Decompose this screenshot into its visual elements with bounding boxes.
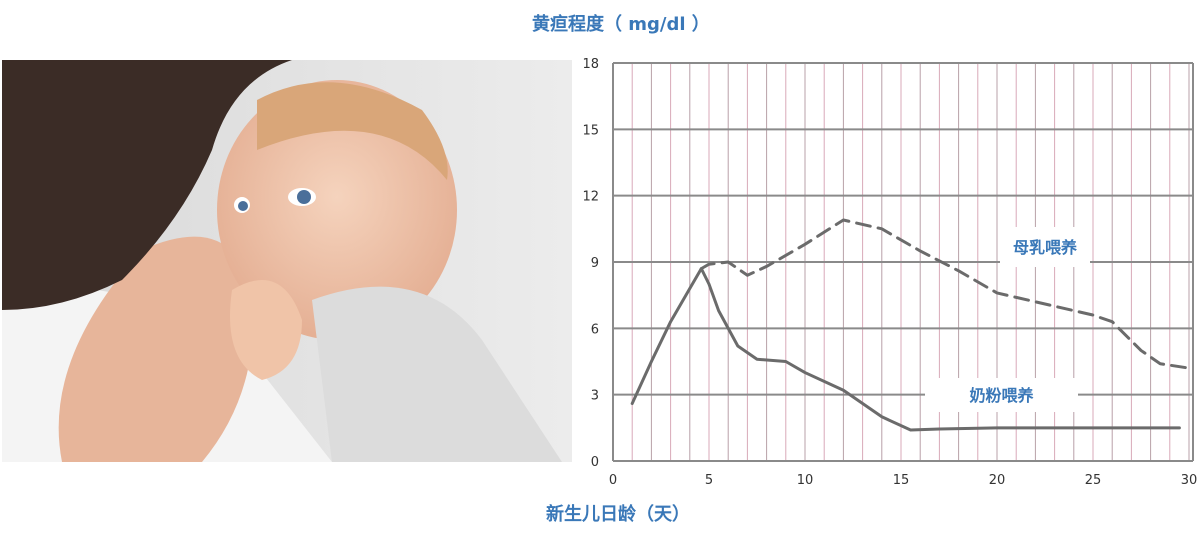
y-tick-label: 15: [582, 123, 599, 138]
x-tick-label: 0: [609, 473, 617, 488]
series-label-box: [925, 378, 1078, 412]
x-tick-label: 5: [705, 473, 713, 488]
x-tick-label: 30: [1181, 473, 1198, 488]
y-tick-label: 9: [591, 256, 599, 271]
y-tick-label: 12: [582, 190, 599, 205]
y-axis-title: 黄疸程度（ mg/dl ）: [532, 14, 710, 35]
y-tick-label: 3: [591, 389, 599, 404]
series-line-formula: [630, 267, 1181, 432]
x-tick-label: 25: [1085, 473, 1102, 488]
x-tick-label: 10: [797, 473, 814, 488]
y-tick-label: 0: [591, 455, 599, 470]
series-label: 母乳喂养: [1013, 238, 1078, 257]
series-line-breastfed: [699, 218, 1191, 370]
x-tick-label: 20: [989, 473, 1006, 488]
x-tick-label: 15: [893, 473, 910, 488]
breastfeeding-photo: [2, 60, 572, 462]
x-axis-title: 新生儿日龄（天）: [546, 504, 690, 525]
y-tick-label: 18: [582, 57, 599, 72]
series-label: 奶粉喂养: [969, 386, 1034, 405]
y-tick-label: 6: [591, 322, 599, 337]
series-label-box: [1000, 227, 1090, 267]
